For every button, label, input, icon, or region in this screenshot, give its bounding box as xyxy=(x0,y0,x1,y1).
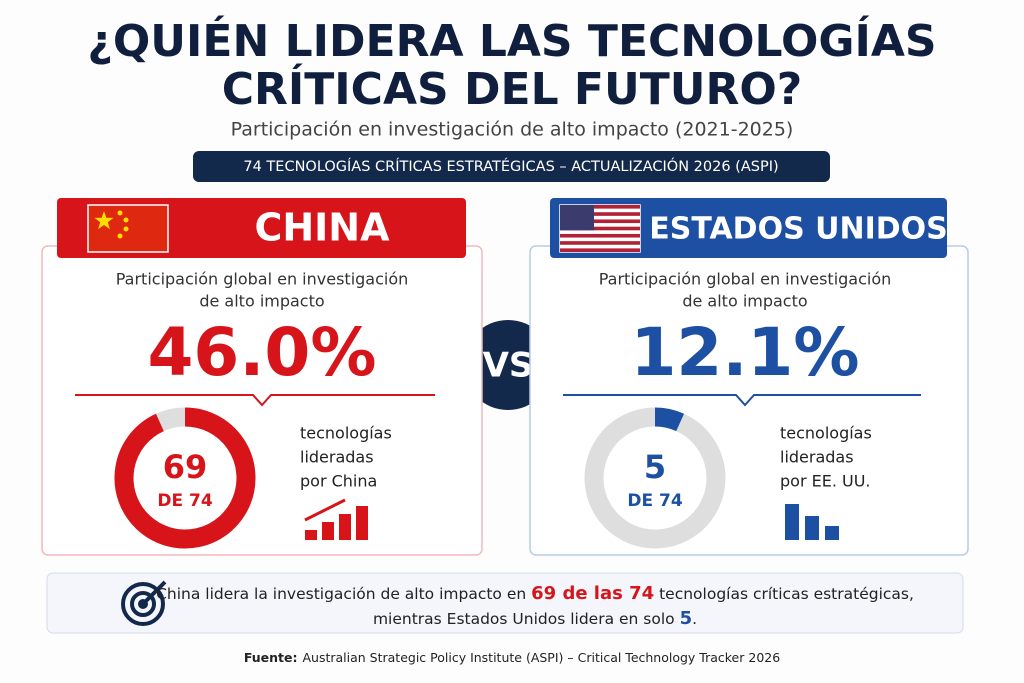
source-label: Fuente: xyxy=(244,650,298,665)
caption: tecnologías xyxy=(780,424,872,443)
share-label: Participación global en investigación xyxy=(599,270,892,289)
icon-bar xyxy=(805,516,819,540)
flag-star xyxy=(123,217,129,223)
subtitle: Participación en investigación de alto i… xyxy=(231,119,794,141)
led-count: 69 xyxy=(163,448,208,486)
country-name: CHINA xyxy=(254,206,390,250)
icon-bar xyxy=(785,504,799,540)
donut-arc xyxy=(114,407,256,549)
divider xyxy=(563,394,921,407)
caption: tecnologías xyxy=(300,424,392,443)
icon-bar xyxy=(305,530,317,540)
summary-text: . xyxy=(692,610,697,628)
summary-highlight: 69 de las 74 xyxy=(531,583,654,604)
icon-bar xyxy=(356,506,368,540)
flag xyxy=(87,204,169,253)
flag-stripe xyxy=(560,233,640,238)
title: CRÍTICAS DEL FUTURO? xyxy=(222,62,803,115)
flag-canton xyxy=(560,205,594,231)
led-total: DE 74 xyxy=(627,491,682,511)
summary-text: China lidera la investigación de alto im… xyxy=(156,585,531,603)
caption: por EE. UU. xyxy=(780,472,871,491)
flag-star xyxy=(94,211,114,230)
share-value: 12.1% xyxy=(631,314,860,391)
share-label: Participación global en investigación xyxy=(116,270,409,289)
led-total: DE 74 xyxy=(157,491,212,511)
panel-banner xyxy=(550,198,947,258)
flag-stripe xyxy=(560,219,640,224)
badge-text: 74 TECNOLOGÍAS CRÍTICAS ESTRATÉGICAS – A… xyxy=(243,157,778,175)
flag-stripe xyxy=(560,248,640,252)
share-label: de alto impacto xyxy=(682,292,807,311)
donut-arc xyxy=(654,407,685,432)
summary-line: mientras Estados Unidos lidera en solo 5… xyxy=(373,608,697,629)
icon-bar xyxy=(339,514,351,540)
flag-star xyxy=(123,226,129,232)
icon-arrow xyxy=(304,498,346,522)
country-name: ESTADOS UNIDOS xyxy=(649,212,948,247)
source: Fuente: Australian Strategic Policy Insti… xyxy=(244,650,780,665)
badge xyxy=(193,151,830,182)
icon-bar xyxy=(322,522,334,540)
flag-stripe xyxy=(560,212,640,216)
caption: lideradas xyxy=(780,448,854,467)
icon-bar xyxy=(825,526,839,540)
summary-line: China lidera la investigación de alto im… xyxy=(156,583,914,604)
share-value: 46.0% xyxy=(148,314,377,391)
summary-text: tecnologías críticas estratégicas, xyxy=(654,585,914,603)
share-label: de alto impacto xyxy=(199,292,324,311)
flag-star xyxy=(117,210,123,216)
divider xyxy=(75,394,435,407)
donut-track xyxy=(584,407,726,549)
flag-stripe xyxy=(560,226,640,231)
flag-stripe xyxy=(560,205,640,209)
caption: por China xyxy=(300,472,377,491)
summary-text: mientras Estados Unidos lidera en solo xyxy=(373,610,680,628)
summary-box xyxy=(46,572,964,634)
caption: lideradas xyxy=(300,448,374,467)
source-text: Australian Strategic Policy Institute (A… xyxy=(302,650,780,665)
title: ¿QUIÉN LIDERA LAS TECNOLOGÍAS xyxy=(87,14,936,67)
target-icon xyxy=(121,580,167,626)
led-count: 5 xyxy=(644,448,666,486)
flag-stripe xyxy=(560,241,640,245)
vs-text: VS xyxy=(483,346,534,386)
flag-star xyxy=(117,233,123,239)
summary-highlight: 5 xyxy=(680,608,693,629)
